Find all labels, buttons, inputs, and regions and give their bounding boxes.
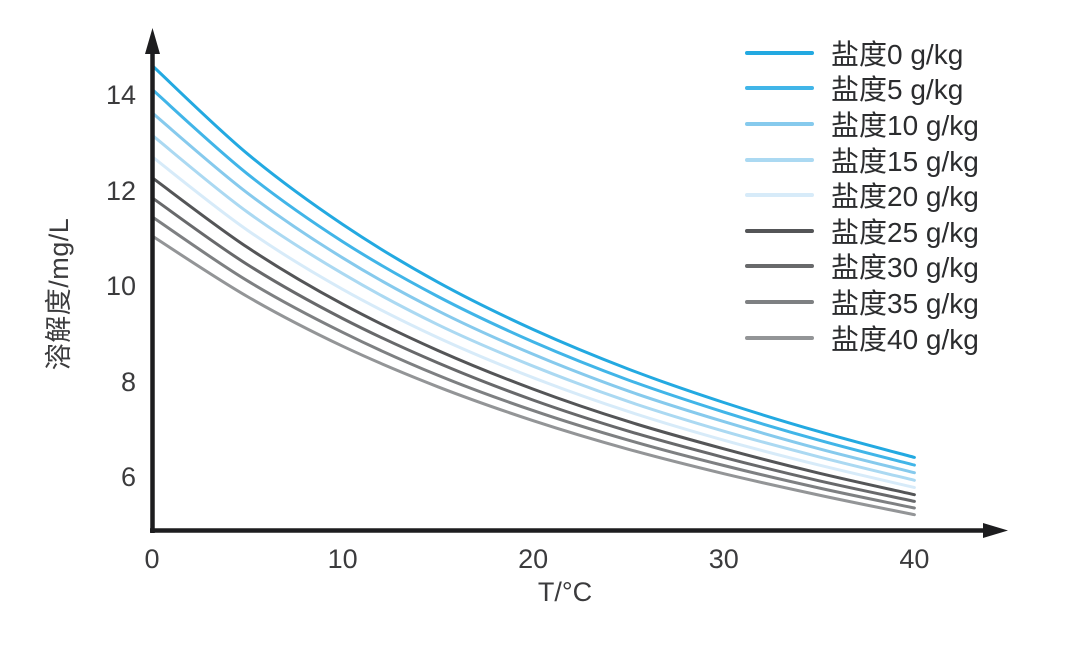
legend-swatch <box>745 228 814 233</box>
legend-swatch <box>745 264 814 269</box>
legend-item-salinity-20: 盐度20 g/kg <box>745 177 979 213</box>
legend-item-label: 盐度20 g/kg <box>831 181 979 213</box>
curve-salinity-0 <box>150 63 916 459</box>
legend-item-label: 盐度10 g/kg <box>831 109 979 141</box>
legend-item-salinity-0: 盐度0 g/kg <box>745 35 979 71</box>
legend-swatch <box>745 50 814 55</box>
curve-group <box>150 63 916 517</box>
legend-item-salinity-15: 盐度15 g/kg <box>745 142 979 178</box>
curve-salinity-30 <box>150 196 916 503</box>
y-tick-label-12: 12 <box>105 175 136 206</box>
legend-item-salinity-10: 盐度10 g/kg <box>745 106 979 142</box>
x-axis-arrow-icon <box>983 523 1008 538</box>
y-axis-title: 溶解度/mg/L <box>44 217 74 371</box>
legend-item-label: 盐度15 g/kg <box>831 145 979 177</box>
curve-salinity-5 <box>150 87 916 467</box>
legend-swatch <box>745 299 814 304</box>
legend-item-label: 盐度35 g/kg <box>831 287 979 319</box>
y-tick-label-14: 14 <box>105 80 136 110</box>
legend: 盐度0 g/kg 盐度5 g/kg 盐度10 g/kg 盐度15 g/kg 盐度20 g… <box>745 35 979 355</box>
legend-swatch <box>745 121 814 126</box>
x-tick-label-40: 40 <box>899 544 930 574</box>
y-tick-label-8: 8 <box>120 366 136 397</box>
curve-salinity-10 <box>150 111 916 475</box>
curve-salinity-40 <box>150 234 916 517</box>
x-tick-label-30: 30 <box>708 544 739 574</box>
y-tick-label-10: 10 <box>105 271 136 301</box>
legend-item-salinity-5: 盐度5 g/kg <box>745 71 979 107</box>
curve-salinity-35 <box>150 215 916 510</box>
x-axis-title: T/°C <box>537 577 593 607</box>
legend-item-label: 盐度40 g/kg <box>831 323 979 355</box>
legend-item-label: 盐度0 g/kg <box>831 38 964 70</box>
legend-item-salinity-35: 盐度35 g/kg <box>745 284 979 320</box>
legend-item-label: 盐度25 g/kg <box>831 216 979 248</box>
legend-swatch <box>745 86 814 91</box>
legend-swatch <box>745 335 814 340</box>
legend-item-label: 盐度30 g/kg <box>831 252 979 284</box>
curve-salinity-15 <box>150 133 916 482</box>
legend-swatch <box>745 157 814 162</box>
x-tick-label-10: 10 <box>327 544 358 574</box>
legend-item-label: 盐度5 g/kg <box>831 74 964 106</box>
legend-swatch <box>745 193 814 198</box>
y-axis-arrow-icon <box>145 28 160 54</box>
x-tick-label-20: 20 <box>518 544 549 574</box>
legend-item-salinity-40: 盐度40 g/kg <box>745 320 979 356</box>
curve-salinity-25 <box>150 176 916 497</box>
y-tick-label-6: 6 <box>120 462 136 492</box>
legend-item-salinity-25: 盐度25 g/kg <box>745 213 979 249</box>
legend-item-salinity-30: 盐度30 g/kg <box>745 249 979 285</box>
x-tick-label-0: 0 <box>144 544 160 574</box>
curve-salinity-20 <box>150 155 916 489</box>
